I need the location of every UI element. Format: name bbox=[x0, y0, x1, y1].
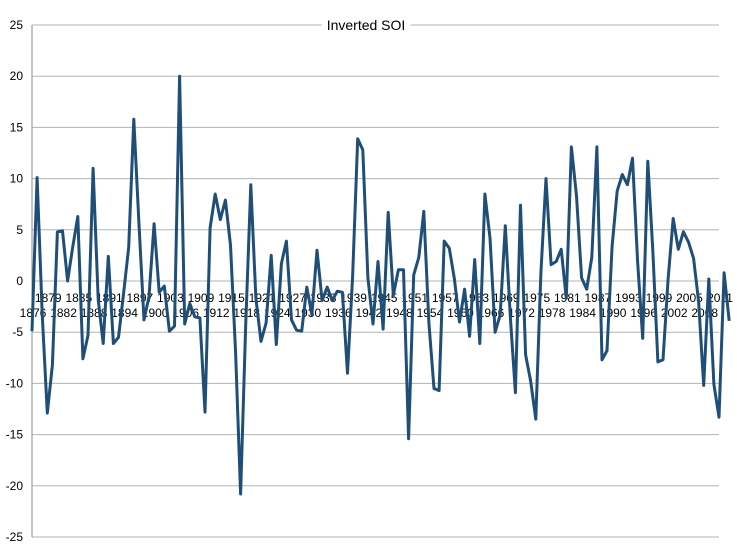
series-line bbox=[30, 74, 731, 496]
x-tick-label: 1882 bbox=[50, 306, 77, 320]
y-tick-label: 0 bbox=[16, 274, 23, 288]
x-tick-label: 1927 bbox=[279, 291, 306, 305]
y-tick-label: -5 bbox=[12, 325, 23, 339]
x-tick-label: 1990 bbox=[600, 306, 627, 320]
x-tick-label: 1948 bbox=[386, 306, 413, 320]
x-tick-label: 1936 bbox=[325, 306, 352, 320]
chart-title: Inverted SOI bbox=[327, 17, 406, 33]
x-tick-label: 1984 bbox=[569, 306, 596, 320]
x-tick-label: 1969 bbox=[493, 291, 520, 305]
y-tick-label: 15 bbox=[10, 120, 24, 134]
x-tick-label: 1975 bbox=[523, 291, 550, 305]
x-tick-label: 1939 bbox=[340, 291, 367, 305]
x-tick-label: 1912 bbox=[203, 306, 230, 320]
x-tick-label: 1987 bbox=[585, 291, 612, 305]
y-tick-label: 25 bbox=[10, 18, 24, 32]
y-tick-label: -20 bbox=[6, 479, 24, 493]
x-tick-label: 1903 bbox=[157, 291, 184, 305]
x-tick-label: 1972 bbox=[508, 306, 535, 320]
x-tick-label: 1930 bbox=[294, 306, 321, 320]
x-tick-label: 1909 bbox=[188, 291, 215, 305]
x-tick-label: 1966 bbox=[478, 306, 505, 320]
y-tick-labels: 25 20 15 10 5 0 -5 -10 -15 -20 -25 bbox=[6, 18, 24, 544]
x-tick-label: 1885 bbox=[65, 291, 92, 305]
y-tick-label: 5 bbox=[16, 223, 23, 237]
y-tick-label: -15 bbox=[6, 428, 24, 442]
y-tick-label: 20 bbox=[10, 69, 24, 83]
gridlines bbox=[32, 24, 719, 538]
x-tick-label: 1954 bbox=[417, 306, 444, 320]
x-tick-label: 1951 bbox=[401, 291, 428, 305]
x-tick-label: 1900 bbox=[142, 306, 169, 320]
y-tick-label: -25 bbox=[6, 530, 24, 544]
x-tick-label: 2008 bbox=[691, 306, 718, 320]
series-layer bbox=[30, 74, 731, 496]
x-tick-label: 1942 bbox=[356, 306, 383, 320]
y-tick-label: -10 bbox=[6, 376, 24, 390]
title-background bbox=[321, 17, 411, 34]
x-tick-label: 1957 bbox=[432, 291, 459, 305]
y-tick-label: 10 bbox=[10, 172, 24, 186]
x-tick-label: 1993 bbox=[615, 291, 642, 305]
x-tick-label: 1978 bbox=[539, 306, 566, 320]
x-tick-label: 1921 bbox=[249, 291, 276, 305]
x-tick-label: 1894 bbox=[111, 306, 138, 320]
x-tick-label: 1879 bbox=[35, 291, 62, 305]
